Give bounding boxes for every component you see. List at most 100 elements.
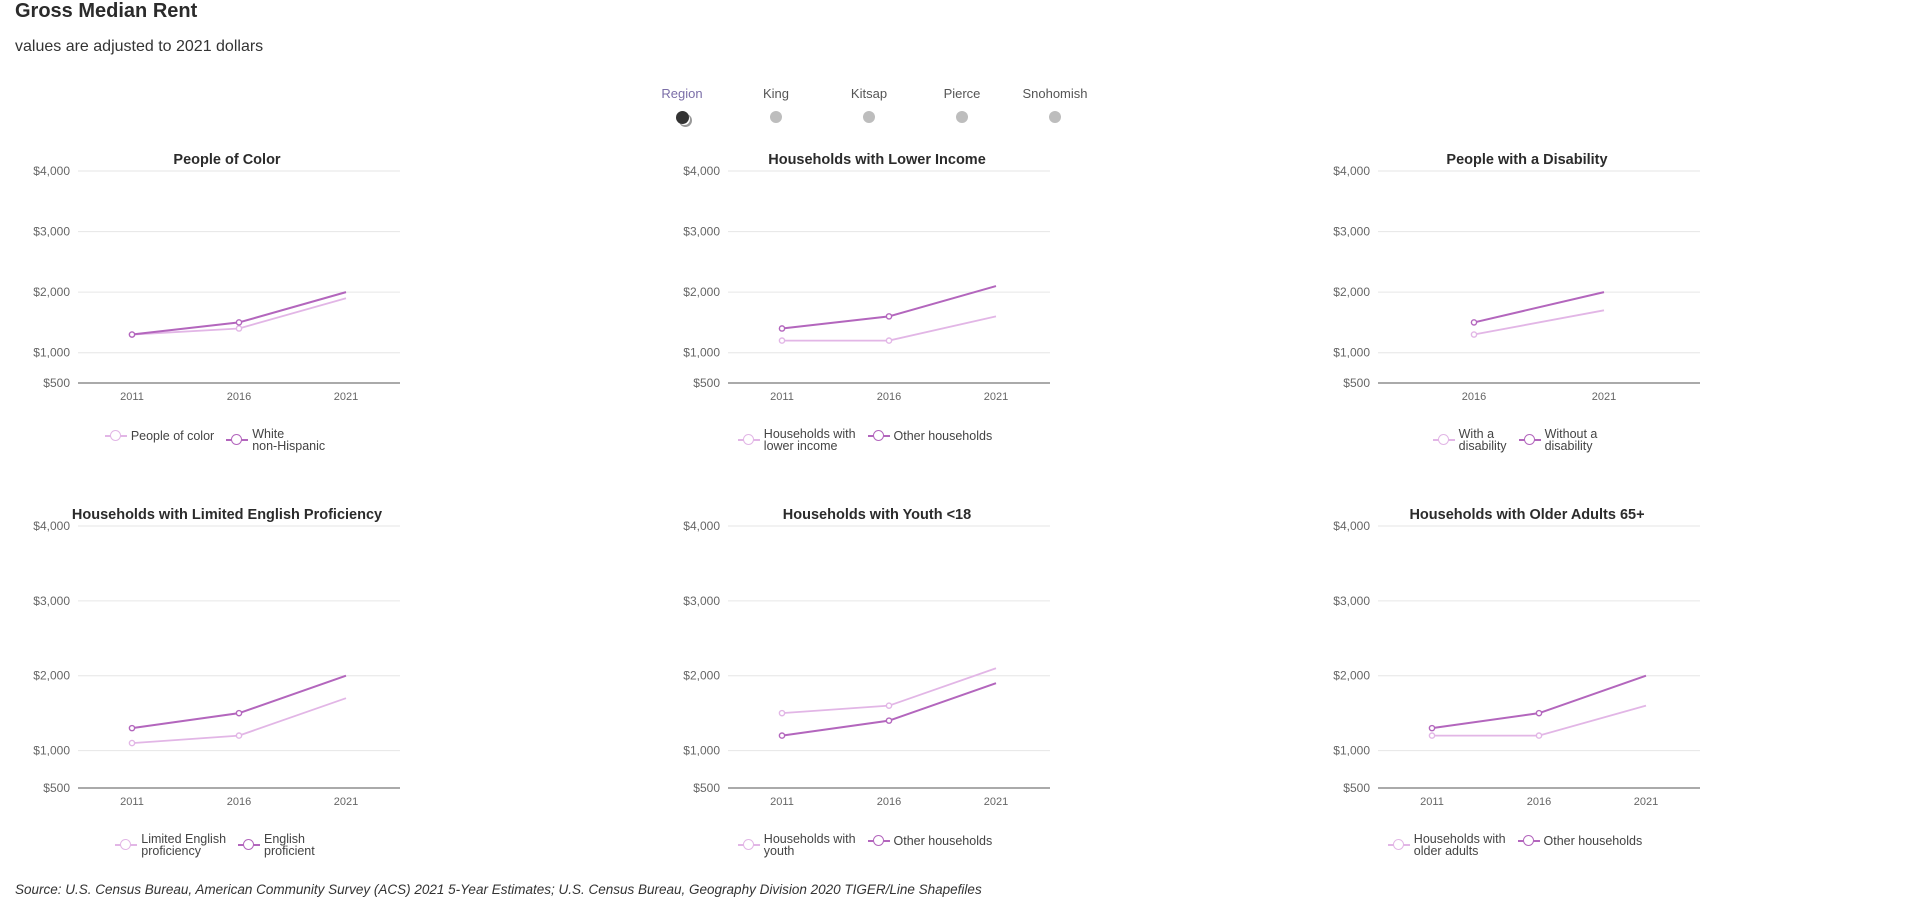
series-line <box>781 682 997 737</box>
legend-item[interactable]: Without a disability <box>1518 428 1597 452</box>
y-tick-label: $2,000 <box>33 669 70 683</box>
chart-svg: Households with Older Adults 65+ $4,000 $3… <box>1333 507 1700 808</box>
selector-option-snohomish[interactable]: Snohomish <box>1009 86 1101 123</box>
y-tick-label: $4,000 <box>683 519 720 533</box>
legend-symbol-icon <box>737 434 760 446</box>
chart-svg: People with a Disability $4,000 $3,000 $2,0… <box>1333 152 1700 403</box>
x-tick-label: 2016 <box>1527 796 1551 808</box>
x-tick-label: 2016 <box>877 796 901 808</box>
source-note: Source: U.S. Census Bureau, American Com… <box>15 882 982 897</box>
chart-title: Households with Youth <18 <box>783 507 971 523</box>
chart-panel-limited-english: Households with Limited English Proficie… <box>15 503 435 857</box>
y-tick-label: $4,000 <box>1333 519 1370 533</box>
y-tick-label: $3,000 <box>1333 225 1370 239</box>
data-point <box>128 331 136 338</box>
chart-legend: People of color White non-Hispanic <box>15 428 415 452</box>
legend-label: Households with lower income <box>763 427 856 453</box>
legend-symbol-icon <box>115 839 138 851</box>
selector-dot[interactable] <box>956 111 968 123</box>
selector-dot[interactable] <box>1049 111 1061 123</box>
legend-symbol-icon <box>1517 834 1540 847</box>
selector-option-region[interactable]: Region <box>636 86 728 124</box>
selector-label: Kitsap <box>850 86 888 101</box>
chart-legend: Limited English proficiency English profici… <box>15 833 415 857</box>
y-tick-label: $500 <box>43 781 70 795</box>
y-tick-label: $1,000 <box>33 744 70 758</box>
legend-item[interactable]: White non-Hispanic <box>226 428 325 452</box>
selector-dot[interactable] <box>863 111 875 123</box>
x-tick-label: 2021 <box>334 796 358 808</box>
selector-label: Region <box>661 86 703 101</box>
legend-symbol-icon <box>1387 839 1410 851</box>
y-tick-label: $1,000 <box>1333 744 1370 758</box>
data-point <box>885 717 893 724</box>
data-point <box>778 709 786 717</box>
page-subtitle: values are adjusted to 2021 dollars <box>15 38 264 55</box>
y-tick-label: $4,000 <box>33 519 70 533</box>
chart-panel-disability: People with a Disability $4,000 $3,000 $2,0… <box>1315 148 1735 488</box>
legend-item[interactable]: Households with youth <box>737 832 856 858</box>
y-tick-label: $2,000 <box>683 285 720 299</box>
y-tick-label: $4,000 <box>1333 164 1370 178</box>
y-tick-label: $500 <box>1343 781 1370 795</box>
y-tick-label: $2,000 <box>33 285 70 299</box>
y-tick-label: $1,000 <box>1333 346 1370 360</box>
x-tick-label: 2016 <box>1462 391 1486 403</box>
chart-title: People of Color <box>173 152 281 168</box>
legend-symbol-icon <box>1518 434 1541 446</box>
y-tick-label: $4,000 <box>33 164 70 178</box>
legend-item[interactable]: Households with older adults <box>1387 832 1506 858</box>
selector-label: Snohomish <box>1022 86 1088 101</box>
x-tick-label: 2016 <box>227 391 251 403</box>
y-tick-label: $3,000 <box>683 594 720 608</box>
x-tick-label: 2021 <box>1592 391 1616 403</box>
selector-label: Pierce <box>943 86 981 101</box>
legend-symbol-icon <box>867 429 890 442</box>
series-line <box>782 315 997 342</box>
selector-option-pierce[interactable]: Pierce <box>916 86 1008 123</box>
legend-item[interactable]: Limited English proficiency <box>115 833 226 857</box>
series-line <box>1473 291 1605 324</box>
legend-item[interactable]: Other households <box>867 428 993 443</box>
chart-title: Households with Older Adults 65+ <box>1409 507 1644 523</box>
selector-option-kitsap[interactable]: Kitsap <box>823 86 915 123</box>
y-tick-label: $1,000 <box>33 346 70 360</box>
data-point <box>778 337 786 344</box>
data-point <box>128 739 136 747</box>
chart-legend: Households with older adults Other househo… <box>1315 833 1715 857</box>
legend-item[interactable]: Households with lower income <box>737 427 856 453</box>
y-tick-label: $3,000 <box>33 225 70 239</box>
legend-symbol-icon <box>1432 434 1455 446</box>
y-tick-label: $3,000 <box>33 594 70 608</box>
legend-label: Households with older adults <box>1413 832 1506 858</box>
selector-dot[interactable] <box>770 111 782 123</box>
legend-item[interactable]: With a disability <box>1432 428 1507 452</box>
chart-svg: Households with Limited English Proficie… <box>33 507 400 808</box>
chart-title: Households with Lower Income <box>768 152 986 168</box>
data-point <box>1428 724 1436 732</box>
legend-item[interactable]: English proficient <box>238 833 315 857</box>
legend-item[interactable]: People of color <box>104 428 214 442</box>
data-point <box>885 337 893 344</box>
geography-selector: Region King Kitsap Pierce Snohomish <box>640 86 1100 136</box>
legend-label: Other households <box>893 833 993 848</box>
legend-label: English proficient <box>264 832 315 858</box>
legend-label: Other households <box>1543 833 1643 848</box>
y-tick-label: $500 <box>693 376 720 390</box>
x-tick-label: 2011 <box>120 391 144 403</box>
x-tick-label: 2021 <box>1634 796 1658 808</box>
chart-panel-older-adults: Households with Older Adults 65+ $4,000 $3… <box>1315 503 1735 857</box>
data-point <box>235 732 243 739</box>
y-tick-label: $4,000 <box>683 164 720 178</box>
legend-item[interactable]: Other households <box>1517 833 1643 848</box>
page-title: Gross Median Rent <box>15 0 198 22</box>
legend-label: Limited English proficiency <box>141 832 227 858</box>
legend-symbol-icon <box>226 434 249 446</box>
legend-label: Other households <box>893 428 993 443</box>
data-point <box>1470 319 1478 326</box>
selector-option-king[interactable]: King <box>730 86 822 123</box>
legend-label: Households with youth <box>763 832 856 858</box>
selector-dot[interactable] <box>675 111 689 124</box>
legend-item[interactable]: Other households <box>867 833 993 848</box>
x-tick-label: 2021 <box>984 391 1008 403</box>
